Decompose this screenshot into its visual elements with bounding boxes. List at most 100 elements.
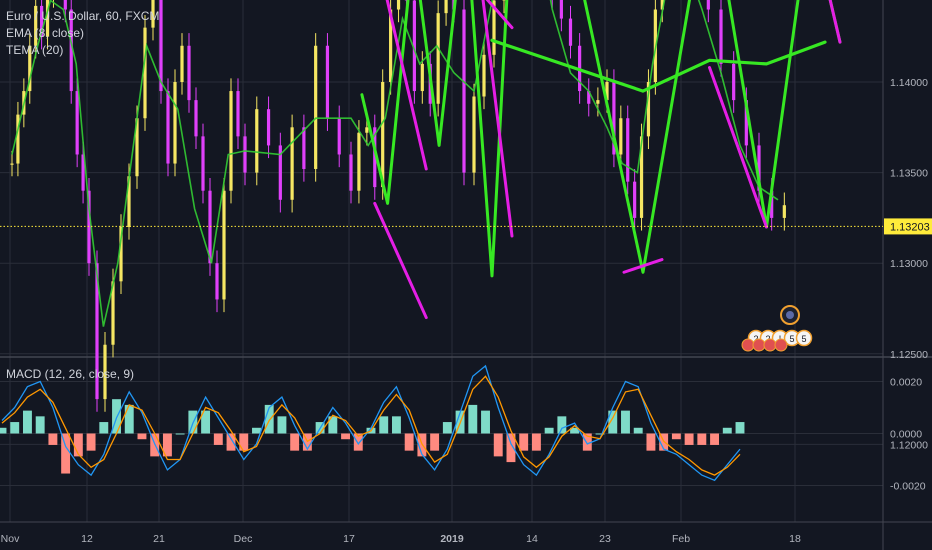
macd-histogram-bar	[73, 433, 83, 457]
flag-icon	[774, 338, 788, 352]
candle-body	[396, 0, 401, 10]
candle-body	[229, 91, 233, 191]
magenta-segment	[708, 66, 768, 229]
candle-body	[568, 18, 573, 46]
symbol-legend[interactable]: Euro / U.S. Dollar, 60, FXCM	[6, 9, 160, 23]
candle-body	[365, 127, 369, 133]
candle-body	[173, 82, 177, 164]
macd-tick-label: 0.0000	[890, 429, 922, 441]
macd-histogram-bar	[531, 433, 541, 451]
macd-histogram-bar	[379, 416, 389, 434]
candle-body	[381, 82, 385, 188]
events-marker[interactable]: 22!55	[741, 305, 813, 352]
candle-body	[69, 9, 73, 92]
candle-body	[744, 100, 748, 146]
candle-body	[619, 118, 623, 155]
magenta-segment	[828, 0, 842, 44]
macd-histogram-bar	[61, 433, 71, 474]
macd-histogram-bar	[633, 427, 643, 434]
macd-histogram-bar	[35, 416, 45, 434]
macd-tick-label: 0.0020	[890, 377, 922, 389]
magenta-segment	[373, 201, 428, 320]
macd-histogram-bar	[722, 427, 732, 434]
tema-legend[interactable]: TEMA (20)	[6, 43, 64, 57]
event-count: 2	[753, 334, 758, 344]
macd-histogram-bar	[175, 433, 185, 435]
macd-legend[interactable]: MACD (12, 26, close, 9)	[6, 367, 135, 381]
candle-body	[34, 5, 38, 46]
date-tick-label: 23	[599, 533, 611, 545]
macd-histogram-bar	[697, 433, 707, 445]
event-count: 5	[801, 334, 806, 344]
candle-body	[127, 176, 131, 227]
candle-body	[782, 205, 786, 218]
date-tick-label: Feb	[672, 533, 690, 545]
signal-line	[1, 375, 741, 476]
ema-legend[interactable]: EMA (8, close)	[6, 26, 85, 40]
price-tick-label: 1.14000	[890, 77, 928, 89]
macd-histogram-bar	[519, 433, 529, 451]
macd-histogram-bar	[162, 433, 172, 457]
candle-body	[660, 0, 664, 10]
magenta-segment	[622, 258, 664, 274]
candle-body	[87, 190, 91, 264]
candle-body	[236, 91, 240, 137]
flag-icon	[752, 338, 766, 352]
macd-histogram-bar	[213, 433, 223, 445]
magenta-segment	[385, 0, 428, 171]
candle-body	[180, 45, 184, 82]
pattern-drawing[interactable]	[360, 0, 842, 320]
macd-histogram-bar	[239, 433, 249, 451]
macd-histogram-bar	[506, 433, 516, 463]
candle-body	[194, 100, 198, 137]
macd-histogram-bar	[226, 433, 236, 451]
candle-body	[559, 0, 563, 19]
candle-body	[302, 127, 306, 169]
flag-icon	[741, 338, 755, 352]
macd-histogram-bar	[391, 416, 401, 434]
last-price-label: 1.13203	[890, 221, 930, 233]
candle-body	[770, 190, 774, 218]
candle-body	[732, 63, 736, 101]
candle-body	[143, 27, 147, 119]
macd-histogram-bar	[621, 410, 630, 434]
macd-histogram-bar	[10, 422, 20, 434]
date-tick-label: 14	[526, 533, 538, 545]
candle-body	[639, 136, 644, 218]
date-tick-label: 18	[789, 533, 801, 545]
macd-histogram-bar	[252, 427, 261, 434]
macd-histogram-bar	[328, 416, 338, 434]
candle-body	[436, 13, 440, 104]
candle-body	[389, 9, 393, 83]
candle-body	[28, 45, 32, 92]
ema-line	[11, 0, 779, 327]
macd-histogram-bar	[302, 433, 312, 451]
candle-body	[492, 0, 496, 55]
macd-histogram-bar	[99, 422, 109, 434]
candle-body	[472, 96, 476, 173]
flag-icon	[763, 338, 777, 352]
macd-histogram-bar	[710, 433, 720, 445]
candle-body	[373, 127, 377, 188]
date-tick-label: Dec	[234, 533, 253, 545]
macd-histogram-bar	[22, 410, 32, 434]
candle-body	[119, 226, 123, 282]
macd-tick-label: -0.0020	[890, 481, 926, 493]
candle-body	[626, 118, 630, 182]
macd-histogram-bar	[430, 433, 440, 451]
candle-body	[151, 0, 155, 28]
event-bubble	[795, 329, 813, 347]
candle-body	[612, 82, 616, 155]
date-tick-label: Nov	[1, 533, 20, 545]
macd-histogram-bar	[608, 410, 618, 434]
macd-histogram-bar	[264, 404, 274, 434]
macd-line	[1, 364, 741, 482]
candle-body	[605, 82, 609, 101]
macd-histogram-bar	[442, 422, 452, 434]
macd-histogram-bar	[735, 422, 745, 434]
macd-histogram-bar	[0, 427, 7, 434]
